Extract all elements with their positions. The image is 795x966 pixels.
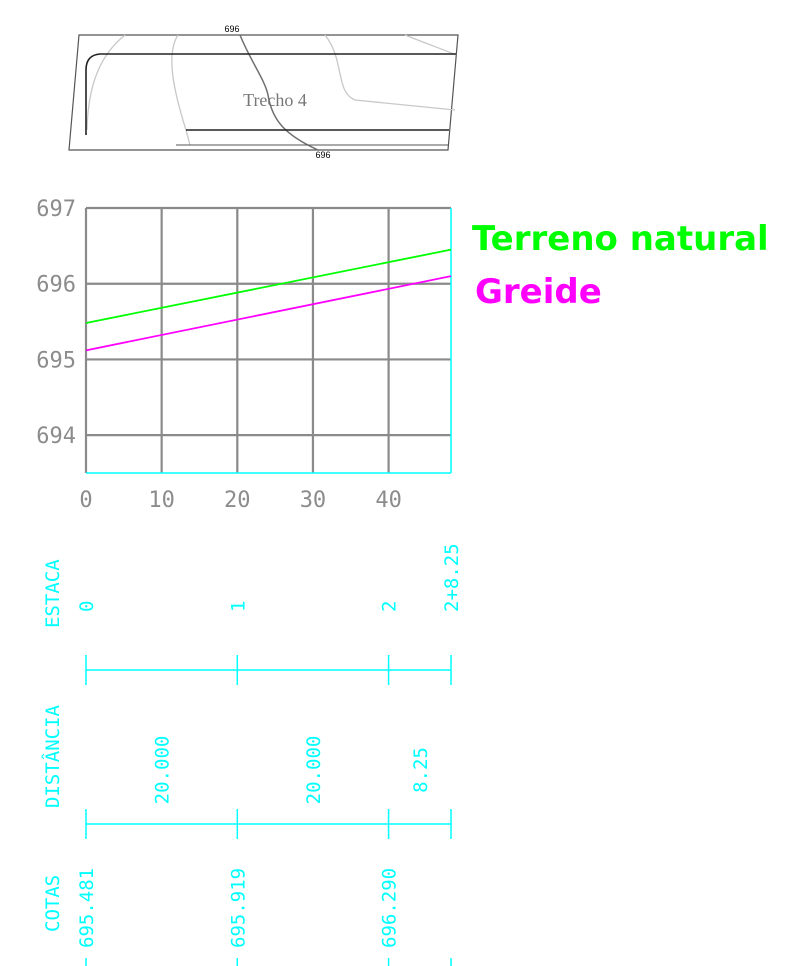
profile-chart: 694 695 696 697 0 10 20 30 40 (36, 197, 452, 513)
plan-contour (324, 34, 456, 111)
plan-frame (68, 34, 459, 151)
row-label-estaca: ESTACA (42, 559, 64, 628)
estaca-label: 1 (227, 601, 249, 612)
x-tick-label: 30 (300, 488, 327, 513)
estaca-label: 0 (76, 601, 98, 612)
estaca-label: 2 (379, 601, 401, 612)
cota-label: 695.481 (76, 868, 98, 948)
distancia-label: 20.000 (152, 736, 174, 805)
plan-contour (404, 34, 457, 56)
series-line-terreno (85, 248, 452, 324)
distancia-label: 20.000 (303, 736, 325, 805)
trecho-label: Trecho 4 (243, 90, 307, 110)
road-axis-top (85, 53, 456, 135)
plan-contour (171, 34, 191, 146)
contour-label-top: 696 (224, 24, 239, 34)
y-tick-label: 694 (36, 424, 76, 449)
legend-terreno: Terreno natural (472, 219, 769, 259)
legend-greide: Greide (475, 272, 602, 312)
contour-label-bottom: 696 (315, 150, 330, 160)
series-line-greide (85, 275, 452, 352)
distancia-label: 8.25 (410, 747, 432, 793)
x-tick-label: 20 (224, 488, 251, 513)
profile-table: 0 1 2 2+8.25 20.000 20.000 8.25 695.481 695.919 6… (76, 543, 463, 966)
x-tick-label: 40 (375, 488, 402, 513)
y-tick-label: 695 (36, 348, 76, 373)
estaca-label: 2+8.25 (441, 543, 463, 612)
cota-label: 696.290 (379, 868, 401, 948)
y-tick-label: 696 (36, 273, 76, 298)
row-label-cotas: COTAS (42, 875, 64, 932)
cota-label: 695.919 (227, 868, 249, 948)
x-tick-label: 0 (79, 488, 92, 513)
contour-696 (239, 34, 319, 151)
row-label-distancia: DISTÂNCIA (41, 704, 64, 808)
y-tick-label: 697 (36, 197, 76, 222)
x-tick-label: 10 (148, 488, 175, 513)
plan-view: 696 696 Trecho 4 (68, 24, 459, 160)
plan-contour (86, 34, 126, 131)
